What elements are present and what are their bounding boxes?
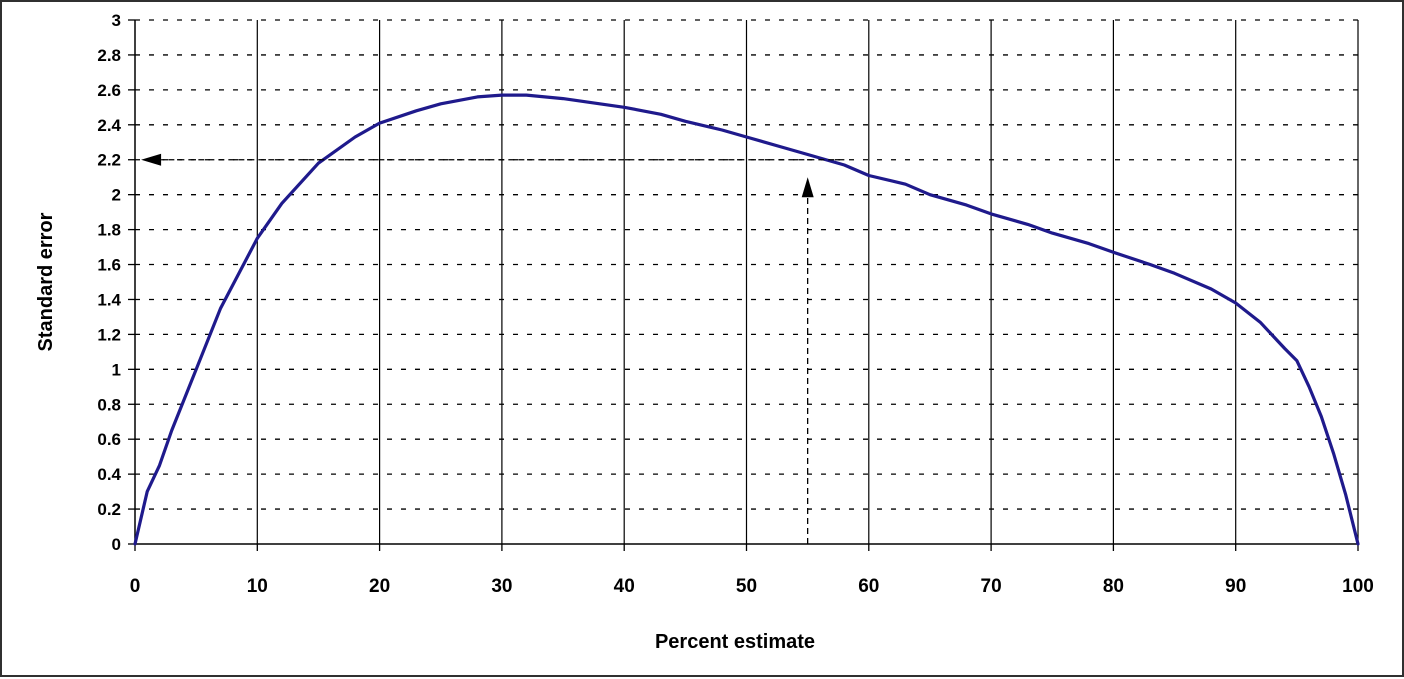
x-tick-label: 80 [1103,576,1124,597]
x-tick-label: 10 [247,576,268,597]
y-tick-label: 0.2 [97,500,121,519]
y-axis-title: Standard error [35,212,57,351]
grid [135,19,1359,544]
x-tick-label: 90 [1225,576,1246,597]
y-tick-label: 1.8 [97,221,121,240]
x-tick-label: 0 [130,576,141,597]
y-tick-label: 3 [112,11,121,30]
x-tick-label: 70 [981,576,1002,597]
axes [128,19,1359,551]
y-tick-label: 0.4 [97,465,121,484]
y-tick-label: 2.2 [97,151,121,170]
x-tick-label: 20 [369,576,390,597]
y-tick-label: 2.6 [97,81,121,100]
y-tick-label: 2.4 [97,116,121,135]
series [133,93,1360,546]
y-tick-label: 1.4 [97,290,121,309]
series-line [133,93,1360,546]
y-tick-label: 1 [112,360,121,379]
x-tick-label: 50 [736,576,757,597]
arrowhead [141,153,162,166]
y-tick-label: 0.8 [97,395,121,414]
x-tick-label: 100 [1342,576,1374,597]
arrowhead [801,177,814,198]
x-tick-label: 40 [614,576,635,597]
y-tick-label: 1.6 [97,256,121,275]
tick-labels: 0 0.2 0.4 0.6 0.8 1 1.2 1.4 1.6 1.8 2 2.2 2.4 2.6 2.8 3… [97,11,1373,597]
x-axis-title: Percent estimate [655,631,815,653]
annotations [141,153,845,544]
y-tick-label: 1.2 [97,325,121,344]
y-tick-label: 2.8 [97,46,121,65]
x-tick-label: 30 [491,576,512,597]
y-tick-label: 0 [112,535,121,554]
y-tick-label: 0.6 [97,430,121,449]
y-tick-label: 2 [112,186,121,205]
x-tick-label: 60 [858,576,879,597]
